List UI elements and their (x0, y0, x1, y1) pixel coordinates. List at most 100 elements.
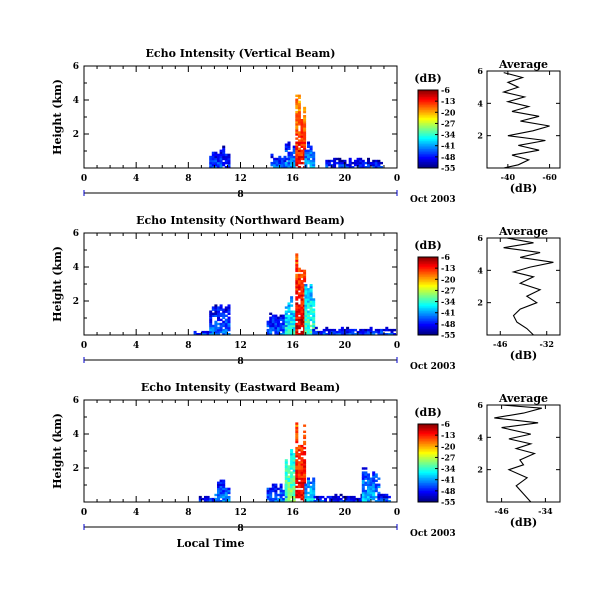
echo-cell (211, 306, 215, 309)
echo-cell (282, 316, 286, 319)
colorbar-tick-label: -48 (441, 152, 456, 162)
average-y-tick-label: 6 (477, 400, 483, 410)
echo-cells (193, 253, 397, 336)
echo-cell (227, 495, 231, 499)
echo-cell (372, 479, 376, 482)
echo-cell (329, 497, 333, 501)
colorbar-tick-label: -55 (441, 163, 455, 173)
colorbar-swatch (418, 142, 438, 145)
echo-cell (284, 318, 288, 322)
echo-cell (312, 166, 316, 169)
echo-cell (295, 267, 299, 271)
echo-cell (224, 320, 228, 324)
echo-cell (364, 473, 368, 476)
echo-cell (369, 481, 373, 484)
echo-cell (304, 151, 308, 155)
echo-cell (309, 316, 313, 319)
echo-cell (211, 328, 215, 332)
echo-cell (295, 495, 299, 499)
echo-cell (303, 434, 307, 438)
colorbar-swatch (418, 326, 438, 330)
echo-cell (266, 493, 270, 497)
echo-cell (217, 318, 220, 322)
echo-cell (300, 473, 304, 476)
echo-cell (309, 155, 313, 159)
echo-cell (377, 330, 381, 334)
echo-cell (217, 312, 220, 315)
colorbar-swatch (418, 497, 438, 500)
echo-cell (295, 127, 299, 130)
colorbar-swatch (418, 271, 438, 274)
colorbar-swatch (418, 119, 438, 122)
echo-cell (211, 157, 215, 161)
echo-cell (304, 159, 308, 163)
echo-cell (374, 489, 378, 493)
echo-cell (303, 277, 307, 281)
echo-cell (297, 461, 301, 464)
echo-cell (335, 157, 339, 161)
echo-cell (385, 500, 389, 503)
echo-cell (287, 483, 291, 486)
echo-cell (290, 326, 294, 330)
echo-cell (303, 129, 307, 132)
echo-cell (304, 322, 308, 326)
echo-cell (312, 316, 316, 319)
echo-cell (227, 487, 231, 491)
echo-cell (307, 316, 310, 319)
echo-cell (292, 471, 296, 474)
average-y-tick-label: 2 (477, 131, 483, 141)
echo-cell (330, 159, 334, 163)
echo-cell (300, 123, 304, 126)
echo-cell (290, 159, 294, 163)
x-tick-label: 8 (185, 341, 191, 351)
colorbar-swatch (418, 111, 438, 114)
colorbar-swatch (418, 330, 438, 333)
echo-cell (287, 143, 291, 146)
echo-cell (297, 316, 301, 319)
echo-cell (209, 320, 213, 324)
echo-cell (290, 320, 294, 324)
echo-cell (316, 497, 320, 501)
echo-cell (295, 123, 299, 126)
colorbar-swatch (418, 464, 438, 467)
echo-cell (369, 161, 373, 165)
echo-cell (287, 153, 291, 157)
echo-cell (300, 304, 304, 307)
echo-cell (307, 491, 310, 495)
echo-cell (359, 330, 363, 334)
echo-cell (314, 326, 318, 330)
colorbar-frame (417, 89, 439, 169)
echo-cell (307, 155, 310, 159)
echo-cell (297, 123, 301, 126)
colorbar-swatch (418, 432, 438, 435)
echo-cell (374, 495, 378, 499)
echo-cell (219, 330, 223, 334)
colorbar-swatch (418, 299, 438, 302)
echo-cell (377, 159, 381, 163)
echo-cell (303, 106, 307, 110)
echo-cell (292, 322, 296, 326)
echo-cell (372, 489, 376, 493)
echo-cell (290, 322, 294, 326)
echo-cell (295, 314, 299, 317)
echo-cell (295, 292, 299, 295)
echo-cell (287, 465, 291, 468)
echo-cell (307, 481, 310, 484)
echo-cell (303, 141, 307, 144)
echo-cell (222, 322, 226, 326)
echo-cell (312, 333, 316, 336)
echo-cell (300, 286, 304, 289)
echo-cell (303, 475, 307, 478)
echo-cell (303, 467, 307, 470)
echo-cell (284, 320, 288, 324)
echo-cell (219, 328, 223, 332)
echo-cell (282, 491, 286, 495)
echo-cell (275, 157, 279, 161)
echo-cell (372, 166, 376, 169)
echo-cell (380, 333, 383, 336)
colorbar-swatch (418, 463, 438, 466)
echo-cell (339, 493, 343, 497)
echo-cell (217, 328, 220, 332)
colorbar-swatch (418, 145, 438, 148)
echo-cell (219, 493, 223, 497)
